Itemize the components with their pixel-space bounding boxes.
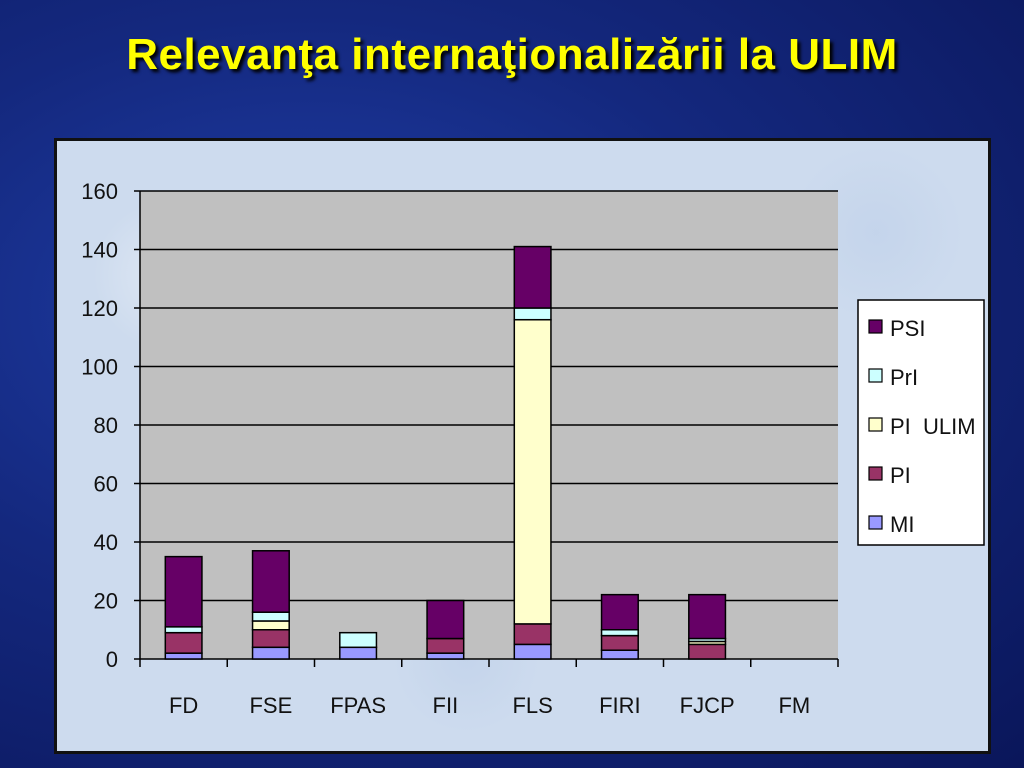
bar-segment-fd-pi <box>164 631 203 654</box>
bar-segment-firi-mi <box>600 649 639 660</box>
slide-title: Relevanţa internaţionalizării la ULIM <box>126 30 898 79</box>
y-tick-label: 40 <box>94 530 118 555</box>
bar-segment-fjcp-pi <box>688 643 727 660</box>
x-category-label: FPAS <box>330 693 386 718</box>
legend-label: PrI <box>890 365 918 390</box>
legend-swatch <box>868 515 883 530</box>
y-tick-label: 120 <box>81 296 118 321</box>
legend-swatch <box>868 466 883 481</box>
legend-label: PI ULIM <box>890 414 976 439</box>
legend-label: PI <box>890 463 911 488</box>
x-category-label: FJCP <box>680 693 735 718</box>
bar-segment-fse-pri <box>251 611 290 622</box>
y-tick-label: 20 <box>94 589 118 614</box>
x-category-label: FLS <box>512 693 552 718</box>
bar-segment-fls-pri <box>513 307 552 321</box>
bar-segment-fse-pi-ulim <box>251 620 290 631</box>
bar-segment-fd-mi <box>164 652 203 660</box>
bar-segment-fii-psi <box>426 599 465 640</box>
bar-segment-fd-pri <box>164 626 203 634</box>
legend-swatch <box>868 368 883 383</box>
legend-swatch <box>868 319 883 334</box>
y-tick-label: 140 <box>81 238 118 263</box>
bar-segment-fii-pi <box>426 637 465 654</box>
legend-label: MI <box>890 512 914 537</box>
bar-segment-fse-pi <box>251 629 290 649</box>
legend-label: PSI <box>890 316 925 341</box>
bar-segment-fpas-pri <box>339 631 378 649</box>
bar-segment-fse-mi <box>251 646 290 660</box>
bar-segment-fls-psi <box>513 245 552 309</box>
y-tick-label: 60 <box>94 472 118 497</box>
bar-segment-fii-mi <box>426 652 465 660</box>
y-tick-label: 100 <box>81 355 118 380</box>
legend-swatch <box>868 417 883 432</box>
x-category-label: FD <box>169 693 198 718</box>
bar-segment-fse-psi <box>251 550 290 613</box>
x-category-label: FSE <box>249 693 292 718</box>
bar-segment-fls-mi <box>513 643 552 660</box>
y-tick-label: 0 <box>106 647 118 672</box>
x-category-label: FIRI <box>599 693 641 718</box>
bar-segment-fjcp-psi <box>688 593 727 640</box>
x-category-label: FM <box>778 693 810 718</box>
y-tick-label: 160 <box>81 179 118 204</box>
bar-segment-fls-pi <box>513 623 552 646</box>
y-tick-label: 80 <box>94 413 118 438</box>
bar-segment-fpas-mi <box>339 646 378 660</box>
chart-legend: PSI PrI PI ULIM PI MI <box>857 299 985 546</box>
bar-segment-fls-pi-ulim <box>513 318 552 625</box>
bar-segment-firi-pi <box>600 634 639 651</box>
x-category-label: FII <box>433 693 459 718</box>
bar-segment-firi-pri <box>600 629 639 637</box>
bar-segment-firi-psi <box>600 593 639 631</box>
bar-segment-fd-psi <box>164 555 203 628</box>
